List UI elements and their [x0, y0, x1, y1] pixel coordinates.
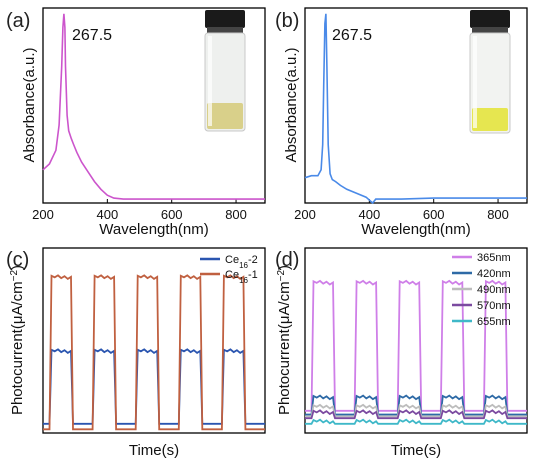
panel-b-x-tick-label: 800: [487, 207, 509, 222]
panel-b-peak-annotation: 267.5: [332, 27, 372, 44]
panel-a-x-axis-label: Wavelength(nm): [99, 221, 208, 238]
panel-c-legend-label: Ce16-2: [225, 254, 258, 270]
panel-a-label: (a): [6, 10, 30, 32]
panel-a-vial-photo: [204, 10, 246, 132]
panel-b-plot-frame: [304, 7, 528, 204]
panel-c-plot-frame: [42, 247, 266, 434]
panel-b-vial-photo: [469, 10, 511, 134]
panel-a-series-line: [42, 13, 265, 200]
panel-a-y-axis-label: Absorbance(a.u.): [21, 47, 38, 162]
panel-b-x-tick-label: 400: [358, 207, 380, 222]
panel-a-x-tick-label: 200: [32, 207, 54, 222]
panel-d-legend-label: 365nm: [477, 252, 511, 264]
panel-a-peak-annotation: 267.5: [72, 27, 112, 44]
panel-b-series-line: [304, 13, 527, 205]
panel-d-series-line: [305, 409, 527, 420]
panel-d-legend-label: 655nm: [477, 316, 511, 328]
panel-c-series-line: [43, 348, 265, 425]
panel-d-photocurrent-chart: Time(s) Photocurrent(μA/cm−2) 365nm 420nm…: [276, 247, 528, 459]
panel-a-plot-frame: [42, 7, 266, 204]
panel-b-x-tick-label: 200: [294, 207, 316, 222]
panel-b-absorbance-chart: 200 400 600 800 267.5 Wavelength(nm) Absorb…: [283, 7, 528, 238]
panel-a-x-tick-label: 600: [161, 207, 183, 222]
panel-c-series-line: [43, 274, 265, 431]
panel-d-legend-label: 420nm: [477, 268, 511, 280]
panel-b-y-axis-label: Absorbance(a.u.): [283, 47, 300, 162]
panel-a-x-tick-label: 400: [96, 207, 118, 222]
panel-d-series-line: [305, 394, 527, 416]
panel-d-series-line: [305, 279, 527, 412]
panel-d-y-axis-label: Photocurrent(μA/cm−2): [276, 265, 294, 415]
panel-d-legend-label: 570nm: [477, 300, 511, 312]
panel-d-label: (d): [275, 249, 299, 271]
panel-d-series-line: [305, 403, 527, 418]
panel-b-x-axis-label: Wavelength(nm): [361, 221, 470, 238]
panel-b-label: (b): [275, 10, 299, 32]
panel-b-x-tick-label: 600: [423, 207, 445, 222]
panel-d-plot-frame: [304, 247, 528, 434]
panel-a-x-tick-label: 800: [225, 207, 247, 222]
panel-c-y-axis-label: Photocurrent(μA/cm−2): [9, 265, 27, 415]
panel-d-legend: 365nm 420nm 490nm 570nm 655nm: [452, 252, 511, 328]
panel-d-series-line: [305, 418, 527, 425]
panel-d-legend-label: 490nm: [477, 284, 511, 296]
panel-d-x-axis-label: Time(s): [391, 442, 441, 459]
panel-c-x-axis-label: Time(s): [129, 442, 179, 459]
panel-c-label: (c): [6, 249, 29, 271]
panel-c-legend-label: Ce16-1: [225, 269, 258, 285]
panel-c-photocurrent-chart: Time(s) Photocurrent(μA/cm−2) Ce16-2Ce16…: [9, 247, 266, 459]
panel-a-absorbance-chart: 200 400 600 800 267.5 Wavelength(nm) Absorb…: [21, 7, 266, 238]
